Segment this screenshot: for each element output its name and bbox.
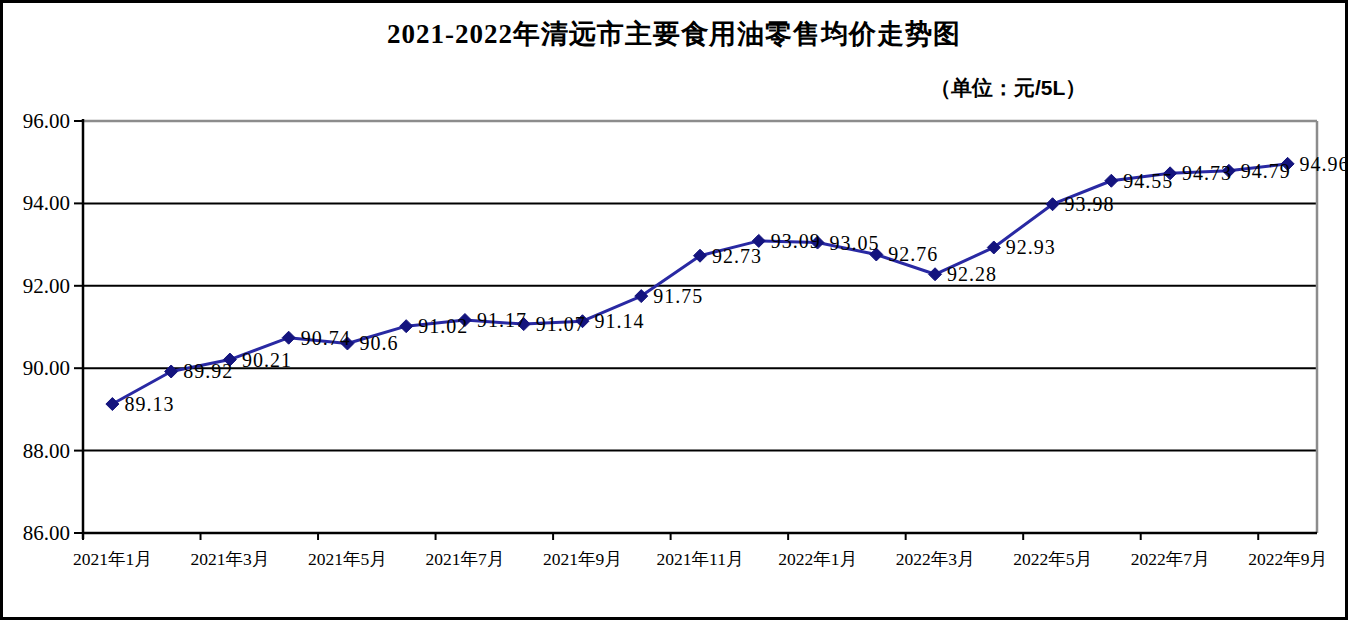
data-point-label: 89.13 [124,393,174,415]
data-point-marker [106,398,119,411]
data-point-label: 90.74 [301,327,351,349]
x-axis-label: 2022年1月 [778,549,857,569]
data-point-label: 94.79 [1241,160,1291,182]
x-axis-label: 2022年3月 [896,549,975,569]
x-axis-label: 2021年9月 [543,549,622,569]
y-axis-label: 88.00 [23,439,70,463]
x-axis-label: 2021年5月 [308,549,387,569]
data-point-label: 90.21 [242,349,292,371]
x-axis-label: 2021年3月 [191,549,270,569]
y-axis-label: 92.00 [23,274,70,298]
x-axis-label: 2022年9月 [1248,549,1327,569]
data-point-label: 91.02 [418,315,468,337]
y-axis-label: 94.00 [23,191,70,215]
data-point-marker [282,331,295,344]
data-point-label: 92.73 [712,245,762,267]
data-point-label: 92.93 [1006,236,1056,258]
unit-suffix: ） [1065,76,1086,100]
data-point-label: 91.17 [477,309,527,331]
y-axis-label: 86.00 [23,521,70,545]
x-axis-label: 2021年7月 [426,549,505,569]
y-axis-label: 90.00 [23,356,70,380]
data-point-marker [400,320,413,333]
data-point-label: 89.92 [183,360,233,382]
y-axis-label: 96.00 [23,109,70,133]
x-axis-label: 2022年5月 [1013,549,1092,569]
data-point-label: 92.76 [888,243,938,265]
data-point-label: 93.98 [1065,193,1115,215]
data-point-label: 92.28 [947,263,997,285]
chart-title: 2021-2022年清远市主要食用油零售均价走势图 [0,16,1348,52]
data-point-label: 93.05 [830,232,880,254]
data-point-label: 94.55 [1123,170,1173,192]
data-point-marker [929,268,942,281]
data-point-label: 91.14 [594,310,644,332]
unit-label: （单位：元/5L） [930,74,1190,102]
chart-canvas: 96.00 94.00 92.00 90.00 88.00 86.002021年1月 202… [0,0,1348,620]
x-axis-label: 2021年11月 [657,549,744,569]
x-axis-label: 2021年1月 [73,549,152,569]
data-point-label: 91.07 [536,313,586,335]
data-point-label: 94.96 [1300,153,1348,175]
data-point-label: 94.73 [1182,162,1232,184]
unit-value: /5L [1035,76,1065,99]
data-point-label: 93.09 [771,230,821,252]
data-point-label: 91.75 [653,285,703,307]
x-axis-label: 2022年7月 [1131,549,1210,569]
data-point-marker [165,365,178,378]
unit-prefix: （单位：元 [930,76,1035,100]
data-point-label: 90.6 [359,332,398,354]
data-point-marker [1105,174,1118,187]
